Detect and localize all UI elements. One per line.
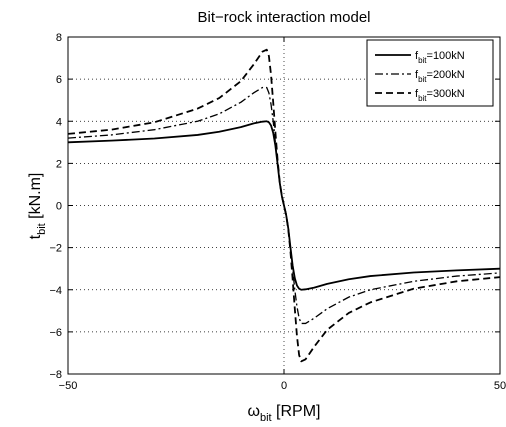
x-tick-label: 50	[494, 380, 506, 392]
y-tick-label: 0	[56, 201, 62, 213]
legend-label-100kN: fbit=100kN	[415, 50, 465, 65]
x-axis-label-sub: bit	[260, 412, 272, 424]
y-tick-label: −6	[49, 327, 62, 339]
x-tick-label: 0	[281, 380, 287, 392]
legend-label-200kN: fbit=200kN	[415, 69, 465, 84]
y-axis-label-sub: bit	[36, 223, 48, 235]
chart-title: Bit−rock interaction model	[198, 9, 371, 26]
x-axis-label-main: ω	[247, 403, 260, 420]
y-tick-label: 2	[56, 158, 62, 170]
legend-box	[366, 39, 494, 107]
y-axis-label: tbit [kN.m]	[27, 173, 48, 240]
x-axis-label: ωbit [RPM]	[247, 403, 320, 424]
y-tick-label: −4	[49, 285, 62, 297]
y-tick-label: 4	[56, 116, 62, 128]
y-tick-label: 8	[56, 32, 62, 44]
series-line-2	[67, 48, 501, 363]
series-line-1	[67, 86, 501, 325]
y-tick-label: −8	[49, 369, 62, 381]
x-tick-label: −50	[59, 380, 78, 392]
axis-ticks: −50 0 50 −8 −6 −4 −2 0 2 4 6 8	[49, 32, 506, 392]
legend-label-300kN: fbit=300kN	[415, 88, 465, 103]
legend: fbit=100kN fbit=200kN fbit=300kN	[366, 39, 494, 107]
series-line-0	[67, 120, 501, 291]
series-lines	[67, 48, 501, 363]
x-axis-label-rest: [RPM]	[272, 403, 321, 420]
y-tick-label: 6	[56, 74, 62, 86]
y-axis-label-rest: [kN.m]	[27, 173, 44, 224]
y-axis-label-main: t	[27, 234, 44, 239]
y-tick-label: −2	[49, 243, 62, 255]
